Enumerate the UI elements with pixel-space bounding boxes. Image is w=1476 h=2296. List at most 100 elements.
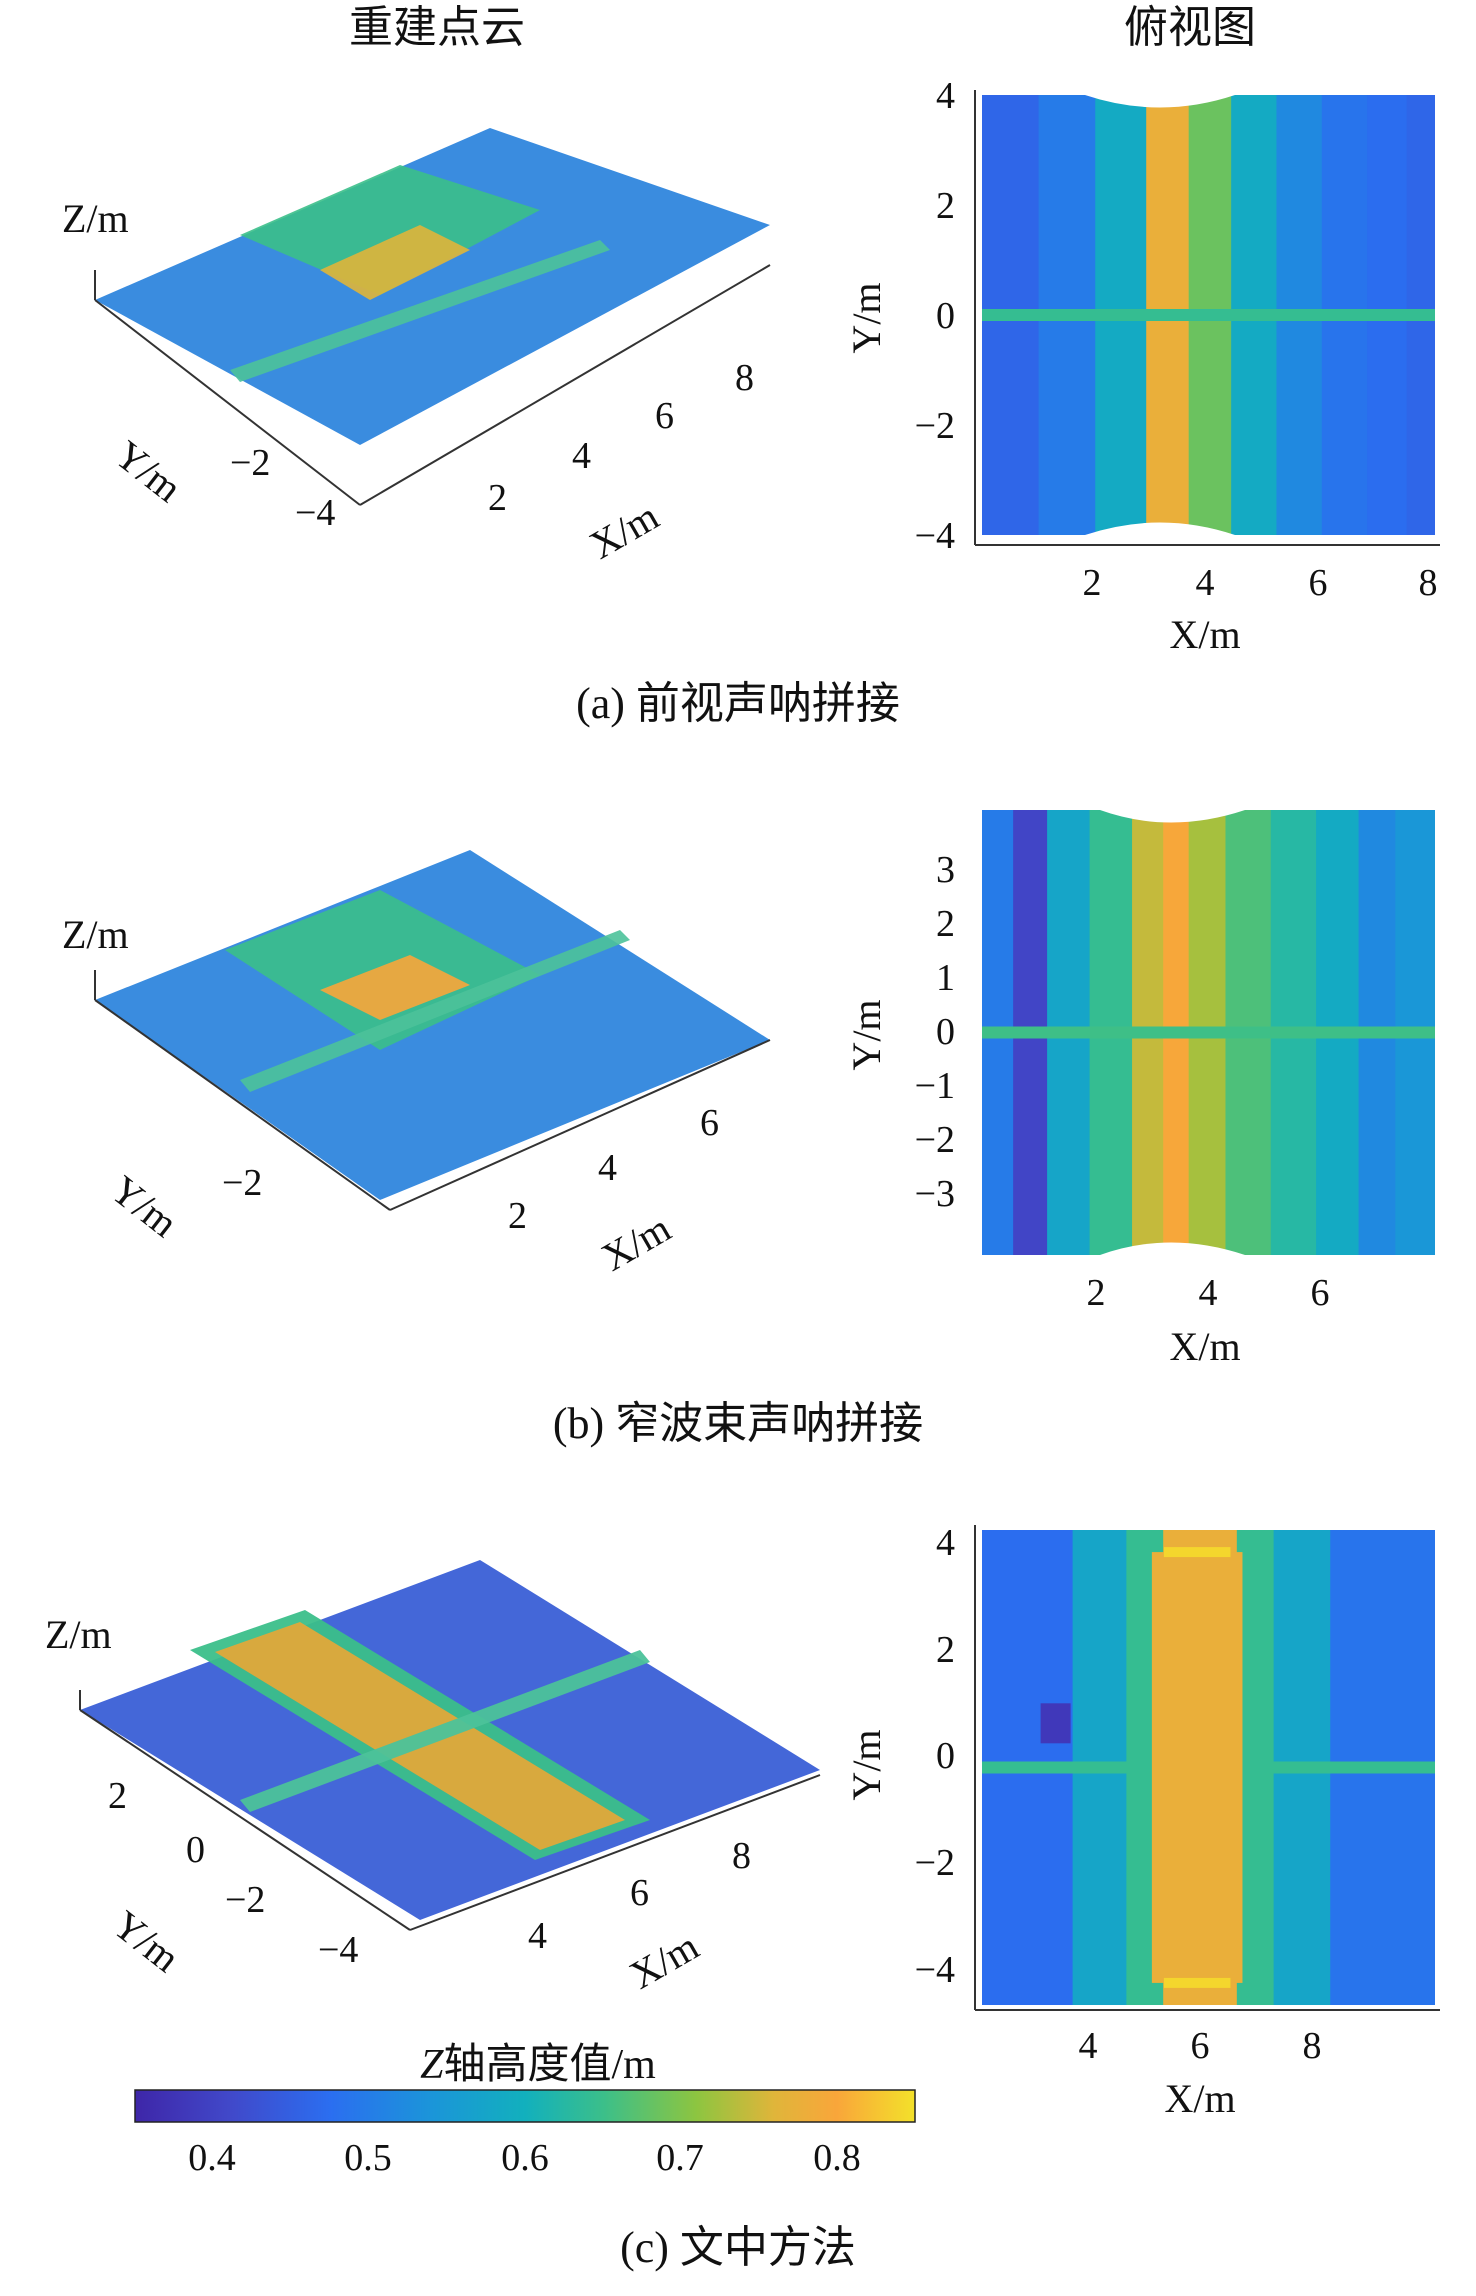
y-tick-b-0: −2 xyxy=(222,1162,262,1204)
z-label-b: Z/m xyxy=(62,912,129,957)
surface-a-peak xyxy=(320,225,470,300)
axis-b-x xyxy=(389,1039,771,1211)
top-b-x-tick-2: 6 xyxy=(1311,1272,1330,1314)
x-tick-a-2: 6 xyxy=(655,395,674,437)
top-c-y-label: Y/m xyxy=(844,1729,889,1800)
top-a-y-tick-0: 4 xyxy=(936,75,955,117)
caption-b: (b) 窄波束声呐拼接 xyxy=(553,1399,923,1448)
depression xyxy=(1040,1703,1071,1744)
y-tick-c-3: −4 xyxy=(318,1929,358,1971)
y-label-a: Y/m xyxy=(106,432,190,511)
y-tick-a-0: −2 xyxy=(230,442,270,484)
top-c-x-label: X/m xyxy=(1164,2076,1235,2121)
top-b-x-tick-0: 2 xyxy=(1087,1272,1106,1314)
x-tick-b-0: 2 xyxy=(508,1195,527,1237)
top-a-x-tick-3: 8 xyxy=(1419,562,1438,604)
surface-a-pipe xyxy=(230,240,610,382)
x-tick-a-0: 2 xyxy=(488,477,507,519)
heatmap-c xyxy=(982,1530,1435,2005)
surface-c-pipe xyxy=(240,1650,650,1812)
x-tick-c-2: 8 xyxy=(732,1835,751,1877)
notch-b-bottom xyxy=(1100,1242,1245,1255)
x-label-a: X/m xyxy=(582,493,666,568)
caption-c: (c) 文中方法 xyxy=(620,2223,856,2272)
top-b-y-tick-4: −1 xyxy=(915,1065,955,1107)
x-tick-c-0: 4 xyxy=(528,1915,547,1957)
heatmap-a xyxy=(982,95,1435,535)
top-a-y-label: Y/m xyxy=(844,282,889,353)
top-a-y-tick-4: −4 xyxy=(915,515,955,557)
header-top-view: 俯视图 xyxy=(1124,3,1256,52)
caption-a: (a) 前视声呐拼接 xyxy=(576,679,900,728)
y-tick-c-1: 0 xyxy=(186,1829,205,1871)
y-label-b: Y/m xyxy=(102,1167,186,1246)
panel-c-3d: Z/m Y/m X/m 2 0 −2 −4 4 6 8 xyxy=(45,1560,821,1998)
top-c-y-tick-1: 2 xyxy=(936,1629,955,1671)
notch-b-top xyxy=(1100,810,1245,823)
colorbar: Z轴高度值/m 0.4 0.5 0.6 0.7 0.8 xyxy=(134,2042,916,2179)
top-b-x-label: X/m xyxy=(1169,1324,1240,1369)
colorbar-tick-3: 0.7 xyxy=(656,2137,704,2179)
axis-a-y xyxy=(94,299,361,506)
panel-a-3d: Z/m Y/m X/m −2 −4 2 4 6 8 xyxy=(62,128,771,568)
top-a-x-label: X/m xyxy=(1169,612,1240,657)
z-label-a: Z/m xyxy=(62,196,129,241)
heatmap-b xyxy=(982,810,1435,1255)
x-tick-c-1: 6 xyxy=(630,1872,649,1914)
surface-a-band xyxy=(240,165,540,295)
colorbar-title: Z轴高度值/m xyxy=(420,2042,656,2088)
top-c-y-tick-0: 4 xyxy=(936,1522,955,1564)
surface-b-pipe xyxy=(240,930,630,1092)
colorbar-tick-2: 0.6 xyxy=(501,2137,549,2179)
panel-b-top: 3 2 1 0 −1 −2 −3 2 4 6 X/m Y/m xyxy=(844,810,1435,1369)
x-label-b: X/m xyxy=(594,1205,678,1280)
colorbar-tick-0: 0.4 xyxy=(188,2137,236,2179)
top-a-y-tick-2: 0 xyxy=(936,295,955,337)
colorbar-title-italic: Z xyxy=(420,2042,444,2088)
colorbar-bar xyxy=(134,2089,916,2123)
notch-a-bottom xyxy=(1085,522,1235,535)
top-c-x-tick-2: 8 xyxy=(1303,2025,1322,2067)
panel-a-top: 4 2 0 −2 −4 2 4 6 8 X/m Y/m xyxy=(844,75,1440,657)
y-tick-c-2: −2 xyxy=(225,1879,265,1921)
axis-b-y xyxy=(94,999,391,1211)
top-b-y-tick-2: 1 xyxy=(936,957,955,999)
axis-c-y xyxy=(79,1709,411,1931)
colorbar-title-rest: 轴高度值/m xyxy=(444,2042,657,2088)
top-b-y-tick-5: −2 xyxy=(915,1119,955,1161)
end-cap xyxy=(1163,1547,1231,1558)
axis-c-x xyxy=(409,1774,821,1931)
top-b-y-tick-3: 0 xyxy=(936,1011,955,1053)
pipe-line xyxy=(982,1026,1435,1039)
top-b-x-tick-1: 4 xyxy=(1199,1272,1218,1314)
notch-a-top xyxy=(1085,95,1235,108)
top-c-x-tick-0: 4 xyxy=(1079,2025,1098,2067)
top-c-y-tick-2: 0 xyxy=(936,1735,955,1777)
top-c-y-tick-3: −2 xyxy=(915,1842,955,1884)
top-a-y-tick-1: 2 xyxy=(936,185,955,227)
pipe-band xyxy=(1151,1552,1243,1983)
x-tick-a-1: 4 xyxy=(572,435,591,477)
z-label-c: Z/m xyxy=(45,1612,112,1657)
top-b-y-label: Y/m xyxy=(844,999,889,1070)
x-tick-a-3: 8 xyxy=(735,357,754,399)
top-b-y-tick-1: 2 xyxy=(936,903,955,945)
panel-c-top: 4 2 0 −2 −4 4 6 8 X/m Y/m xyxy=(844,1522,1440,2121)
top-a-x-tick-1: 4 xyxy=(1196,562,1215,604)
end-cap xyxy=(1163,1977,1231,1988)
colorbar-tick-4: 0.8 xyxy=(813,2137,861,2179)
colorbar-tick-1: 0.5 xyxy=(344,2137,392,2179)
y-tick-c-0: 2 xyxy=(108,1775,127,1817)
top-a-x-tick-2: 6 xyxy=(1309,562,1328,604)
top-b-y-tick-0: 3 xyxy=(936,849,955,891)
top-c-x-tick-1: 6 xyxy=(1191,2025,1210,2067)
surface-b-peak xyxy=(320,955,470,1020)
panel-b-3d: Z/m Y/m X/m −2 2 4 6 xyxy=(62,850,771,1280)
axis-a-x xyxy=(359,264,771,506)
x-tick-b-2: 6 xyxy=(700,1102,719,1144)
header-reconstruction: 重建点云 xyxy=(349,3,525,52)
x-tick-b-1: 4 xyxy=(598,1147,617,1189)
x-label-c: X/m xyxy=(622,1923,706,1998)
y-label-c: Y/m xyxy=(104,1902,188,1981)
top-a-y-tick-3: −2 xyxy=(915,405,955,447)
